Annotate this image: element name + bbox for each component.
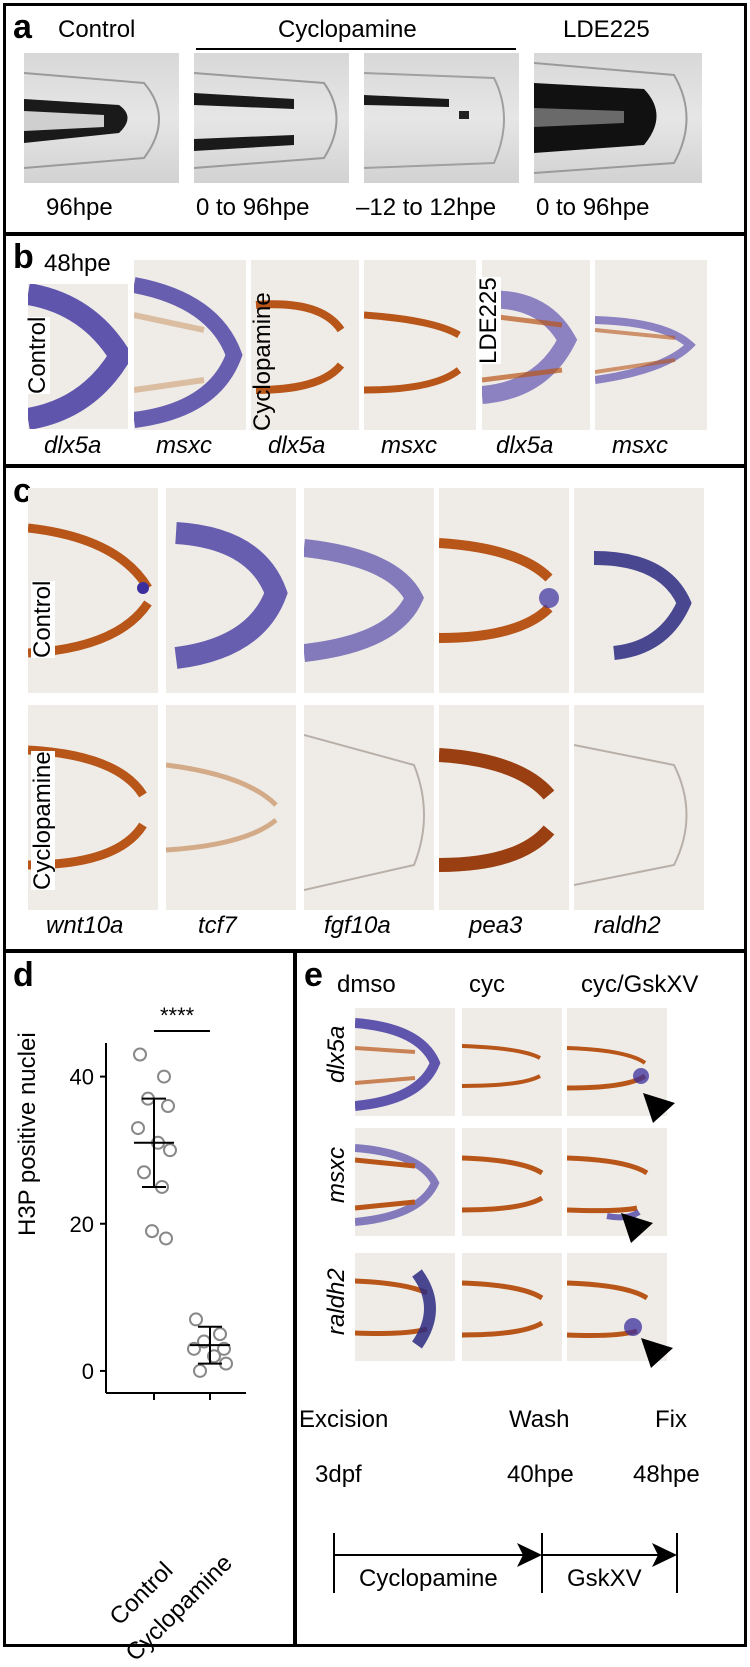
caption-control: 96hpe <box>46 194 113 221</box>
gene-label-b-2: msxc <box>156 432 212 459</box>
cyclopamine-bracket-line <box>196 48 516 50</box>
gene-label-c-4: pea3 <box>469 912 523 939</box>
gene-label-c-2: tcf7 <box>198 912 237 939</box>
data-point <box>193 1363 207 1378</box>
data-point <box>189 1312 203 1327</box>
ish-c-control-pea3 <box>439 488 569 693</box>
gene-label-c-1: wnt10a <box>46 912 124 939</box>
ish-b-cyc-dlx5a <box>251 260 359 430</box>
arrowhead-icon <box>621 1213 653 1243</box>
caption-lde: 0 to 96hpe <box>536 194 650 221</box>
ish-c-cyc-pea3 <box>439 705 569 910</box>
ish-b-cyc-msxc <box>364 260 476 430</box>
treatment-arrows <box>333 1533 678 1593</box>
row-label-b-cyclopamine: Cyclopamine <box>249 292 276 431</box>
timeline-excision: Excision <box>299 1406 389 1433</box>
row-label-c-cyclopamine: Cyclopamine <box>29 751 56 890</box>
gene-label-c-3: fgf10a <box>324 912 391 939</box>
treatment-gskxv: GskXV <box>567 1565 642 1592</box>
data-point <box>217 1341 231 1356</box>
panel-b: b 48hpe Control Cyclopamine LDE225 dlx5a… <box>3 233 747 467</box>
y-tick-label: 40 <box>70 1065 94 1090</box>
ish-e-dmso-msxc <box>355 1128 455 1236</box>
ish-c-control-fgf10a <box>304 488 434 693</box>
col-header-cyc: cyc <box>469 971 505 998</box>
brightfield-lde225 <box>534 53 702 183</box>
header-control: Control <box>58 16 136 43</box>
y-tick-label: 20 <box>70 1212 94 1237</box>
scatter-plot: 0 20 40 <box>70 1030 246 1400</box>
ish-b-control-msxc <box>134 260 246 430</box>
col-header-dmso: dmso <box>337 971 396 998</box>
ish-c-control-wnt10a <box>28 488 158 693</box>
ish-c-control-raldh2 <box>574 488 704 693</box>
timeline-48hpe: 48hpe <box>633 1461 700 1488</box>
data-point <box>133 1047 147 1062</box>
gene-label-b-1: dlx5a <box>44 432 102 459</box>
panel-d: d H3P positive nuclei 0 20 40 **** Control… <box>3 950 296 1667</box>
data-point <box>137 1165 151 1180</box>
ish-e-cyc-msxc <box>462 1128 562 1236</box>
gene-label-b-4: msxc <box>381 432 437 459</box>
ish-e-cycgsk-raldh2 <box>567 1253 667 1361</box>
timeline-3dpf: 3dpf <box>315 1461 362 1488</box>
row-label-c-control: Control <box>29 580 56 658</box>
ish-e-dmso-dlx5a <box>355 1008 455 1116</box>
gene-label-b-3: dlx5a <box>268 432 326 459</box>
row-label-b-lde225: LDE225 <box>475 277 502 364</box>
panel-e-label: e <box>304 956 323 994</box>
gene-label-c-5: raldh2 <box>594 912 661 939</box>
ish-e-dmso-raldh2 <box>355 1253 455 1361</box>
data-point <box>161 1099 175 1114</box>
panel-d-label: d <box>13 956 34 994</box>
panel-c-label: c <box>13 472 32 510</box>
data-point <box>145 1224 159 1239</box>
row-label-e-dlx5a: dlx5a <box>323 1025 350 1083</box>
ish-b-lde-msxc <box>595 260 707 430</box>
y-tick-label: 0 <box>82 1359 94 1384</box>
ish-c-cyc-tcf7 <box>166 705 296 910</box>
gene-label-b-6: msxc <box>612 432 668 459</box>
brightfield-control <box>24 53 179 183</box>
data-point <box>131 1121 145 1136</box>
data-point <box>159 1231 173 1246</box>
gene-label-b-5: dlx5a <box>496 432 554 459</box>
panel-e: e dmso cyc cyc/GskXV dlx5a msxc raldh2 E… <box>294 950 747 1647</box>
ish-e-cycgsk-msxc <box>567 1128 667 1236</box>
caption-cyc-0-96: 0 to 96hpe <box>196 194 310 221</box>
treatment-cyclopamine: Cyclopamine <box>359 1565 498 1592</box>
ish-c-cyc-fgf10a <box>304 705 434 910</box>
brightfield-cyclopamine-0-96 <box>194 53 349 183</box>
header-lde225: LDE225 <box>563 16 650 43</box>
header-cyclopamine: Cyclopamine <box>278 16 417 43</box>
data-point <box>213 1327 227 1342</box>
ish-e-cyc-raldh2 <box>462 1253 562 1361</box>
panel-c: c Control Cyclopamine wnt10a tcf7 fgf10a… <box>3 465 747 952</box>
row-label-b-control: Control <box>24 316 51 394</box>
arrowhead-icon <box>641 1338 673 1368</box>
data-point <box>187 1341 201 1356</box>
panel-a: a Control Cyclopamine LDE225 96hpe 0 to … <box>3 3 747 235</box>
significance-label: **** <box>160 1003 195 1028</box>
timeline-diagram <box>297 1123 750 1353</box>
data-point <box>207 1349 221 1364</box>
caption-cyc-12-12: –12 to 12hpe <box>356 194 497 221</box>
ish-e-cyc-dlx5a <box>462 1008 562 1116</box>
panel-b-label: b <box>13 238 34 276</box>
data-point <box>157 1069 171 1084</box>
ish-c-cyc-raldh2 <box>574 705 704 910</box>
timeline-wash: Wash <box>509 1406 570 1433</box>
ish-b-lde-dlx5a <box>482 260 590 430</box>
timeline-fix: Fix <box>655 1406 687 1433</box>
panel-a-label: a <box>13 8 32 46</box>
brightfield-cyclopamine-12-12 <box>364 53 519 183</box>
data-point <box>163 1143 177 1158</box>
col-header-cycgsk: cyc/GskXV <box>581 971 699 998</box>
timepoint-label: 48hpe <box>44 250 111 277</box>
timeline-40hpe: 40hpe <box>507 1461 574 1488</box>
arrowhead-icon <box>643 1093 675 1123</box>
ish-c-control-tcf7 <box>166 488 296 693</box>
